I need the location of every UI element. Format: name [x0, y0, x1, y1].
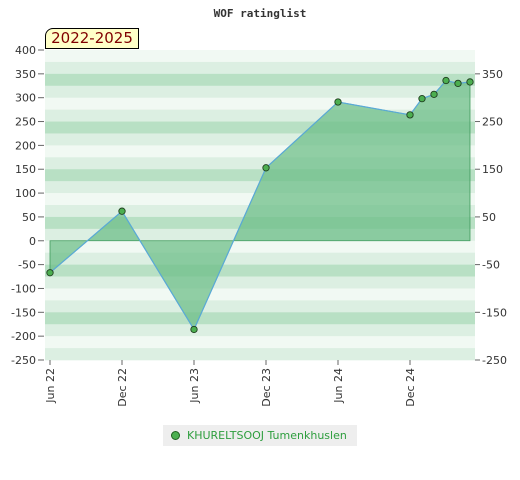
y-left-tick-label: -250	[11, 354, 36, 367]
background-band	[45, 85, 475, 98]
background-band	[45, 336, 475, 349]
y-left-tick-label: -200	[11, 330, 36, 343]
data-point	[418, 94, 426, 103]
data-point	[334, 98, 342, 106]
x-tick-label: Dec 24	[404, 368, 417, 407]
background-band	[45, 252, 475, 265]
background-band	[45, 240, 475, 253]
background-band	[45, 312, 475, 325]
data-point	[46, 269, 54, 277]
y-left-tick-label: -100	[11, 282, 36, 295]
x-tick-label: Jun 22	[44, 368, 57, 404]
y-right-tick-label: 250	[482, 116, 503, 129]
axes: 400 350 300 250 200 150 100 50 0 -50 -100 -150 -200 -…	[11, 44, 507, 407]
x-tick-label: Dec 23	[260, 368, 273, 407]
y-left-tick-label: 350	[15, 68, 36, 81]
legend-marker-icon	[171, 431, 180, 440]
points-layer	[46, 76, 474, 334]
background-band	[45, 73, 475, 87]
y-left-tick-label: 0	[29, 235, 36, 248]
y-left-tick-label: 400	[15, 44, 36, 57]
background-band	[45, 300, 475, 313]
x-tick-label: Jun 23	[188, 368, 201, 404]
data-point	[430, 90, 438, 99]
data-point	[442, 76, 450, 85]
y-left-tick-label: -50	[18, 259, 36, 272]
background-band	[45, 348, 475, 361]
y-left-tick-label: 300	[15, 92, 36, 105]
y-left-tick-label: -150	[11, 306, 36, 319]
background-band	[45, 324, 475, 337]
y-left-tick-label: 150	[15, 163, 36, 176]
y-left-tick-label: 50	[22, 211, 36, 224]
data-point	[466, 78, 474, 86]
data-point	[406, 111, 414, 119]
y-right-tick-label: -150	[482, 306, 507, 319]
legend: KHURELTSOOJ Tumenkhuslen	[163, 425, 357, 446]
background-band	[45, 97, 475, 110]
background-band	[45, 264, 475, 277]
data-point	[118, 207, 126, 215]
data-point	[190, 325, 198, 334]
background-band	[45, 50, 475, 63]
period-badge: 2022-2025	[45, 28, 139, 49]
x-tick-label: Jun 24	[332, 368, 345, 404]
legend-label: KHURELTSOOJ Tumenkhuslen	[187, 429, 347, 442]
x-tick-label: Dec 22	[116, 368, 129, 407]
background-band	[45, 276, 475, 289]
y-right-tick-label: 350	[482, 68, 503, 81]
y-right-tick-label: 50	[482, 211, 496, 224]
data-point	[454, 79, 462, 88]
background-band	[45, 288, 475, 301]
data-point	[262, 164, 270, 172]
y-right-tick-label: -250	[482, 354, 507, 367]
y-left-tick-label: 100	[15, 187, 36, 200]
y-right-tick-label: -50	[482, 259, 500, 272]
y-left-tick-label: 200	[15, 139, 36, 152]
y-left-tick-label: 250	[15, 116, 36, 129]
y-right-tick-label: 150	[482, 163, 503, 176]
chart-title: WOF ratinglist	[214, 7, 307, 20]
background-band	[45, 61, 475, 75]
